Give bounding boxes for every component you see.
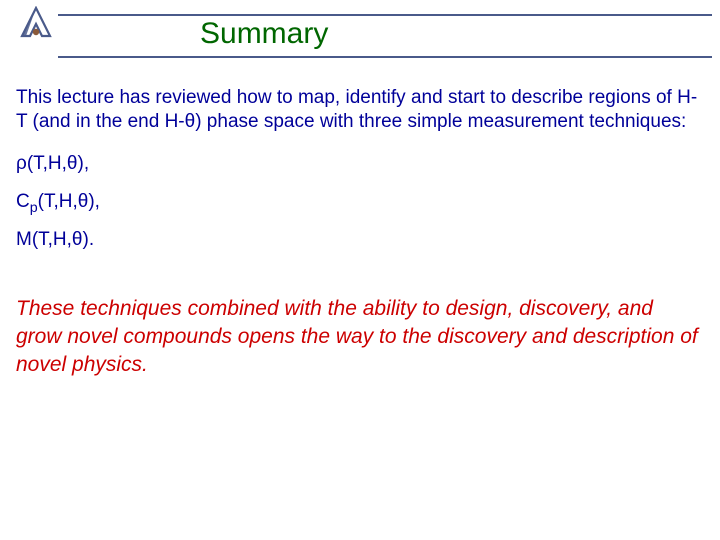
eq-sub: p xyxy=(30,199,38,215)
eq-prefix: M xyxy=(16,229,32,250)
eq-prefix: C xyxy=(16,191,30,212)
content-region: This lecture has reviewed how to map, id… xyxy=(0,68,720,380)
equation-cp: Cp(T,H,θ), xyxy=(16,191,704,213)
divider-top xyxy=(58,14,712,16)
header: Summary xyxy=(0,0,720,68)
logo-icon xyxy=(18,6,54,46)
conclusion-paragraph: These techniques combined with the abili… xyxy=(16,295,704,380)
equation-m: M(T,H,θ). xyxy=(16,229,704,251)
slide-title: Summary xyxy=(200,17,328,51)
divider-bottom xyxy=(58,56,712,58)
eq-args: (T,H,θ). xyxy=(32,229,94,250)
equation-rho: ρ(T,H,θ), xyxy=(16,153,704,175)
eq-args: (T,H,θ), xyxy=(38,191,100,212)
intro-paragraph: This lecture has reviewed how to map, id… xyxy=(16,86,704,135)
slide: Summary This lecture has reviewed how to… xyxy=(0,0,720,540)
eq-prefix: ρ xyxy=(16,153,27,174)
eq-args: (T,H,θ), xyxy=(27,153,89,174)
